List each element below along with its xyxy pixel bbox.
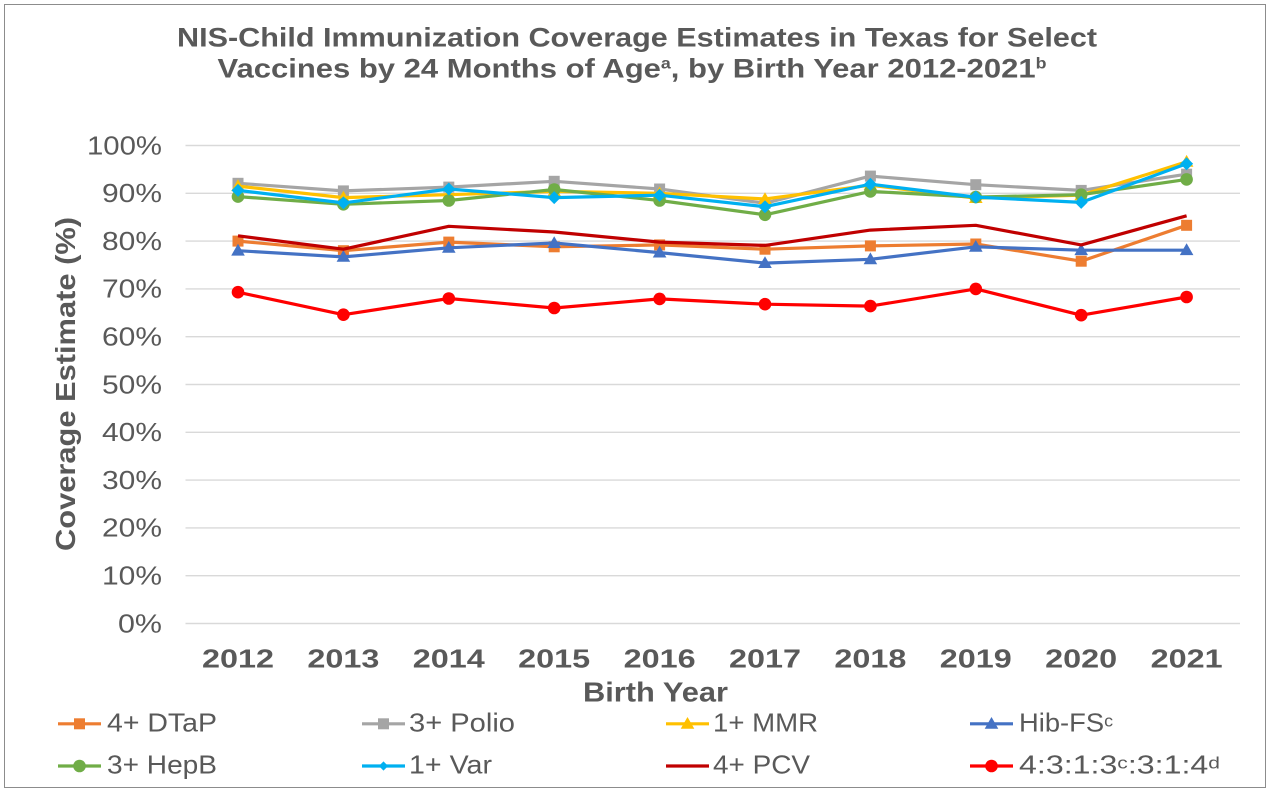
svg-text:4+ DTaP: 4+ DTaP — [107, 708, 217, 738]
svg-text:1+ MMR: 1+ MMR — [713, 708, 818, 738]
svg-text:3+ Polio: 3+ Polio — [409, 708, 515, 738]
svg-text:2015: 2015 — [518, 646, 590, 674]
svg-text:NIS-Child Immunization Coverag: NIS-Child Immunization Coverage Estimate… — [177, 23, 1097, 53]
svg-text:70%: 70% — [102, 276, 162, 304]
svg-text:40%: 40% — [102, 419, 162, 447]
svg-text:20%: 20% — [102, 515, 162, 543]
svg-text:60%: 60% — [102, 324, 162, 352]
svg-text:10%: 10% — [102, 563, 162, 591]
svg-text:2014: 2014 — [413, 646, 486, 674]
svg-text:90%: 90% — [102, 180, 162, 208]
svg-text:2012: 2012 — [202, 646, 274, 674]
svg-text:4:3:1:3c:3:1:4d: 4:3:1:3 c:3:1:4 d — [1019, 750, 1220, 780]
svg-text:Coverage Estimate (%): Coverage Estimate (%) — [50, 217, 81, 551]
svg-text:4+ PCV: 4+ PCV — [713, 750, 811, 780]
svg-text:0%: 0% — [118, 610, 162, 638]
svg-text:50%: 50% — [102, 371, 162, 399]
svg-text:1+ Var: 1+ Var — [409, 750, 492, 780]
svg-text:Birth Year: Birth Year — [583, 677, 728, 708]
svg-text:3+ HepB: 3+ HepB — [107, 750, 217, 780]
svg-text:80%: 80% — [102, 228, 162, 256]
svg-text:2020: 2020 — [1045, 646, 1117, 674]
svg-text:2018: 2018 — [834, 646, 906, 674]
svg-text:2019: 2019 — [940, 646, 1012, 674]
svg-text:2021: 2021 — [1151, 646, 1223, 674]
svg-text:100%: 100% — [87, 132, 162, 160]
svg-text:Hib-FSc: Hib-FS c — [1019, 708, 1114, 738]
svg-text:30%: 30% — [102, 467, 162, 495]
svg-text:2017: 2017 — [729, 646, 801, 674]
svg-text:2016: 2016 — [624, 646, 696, 674]
svg-text:2013: 2013 — [307, 646, 379, 674]
